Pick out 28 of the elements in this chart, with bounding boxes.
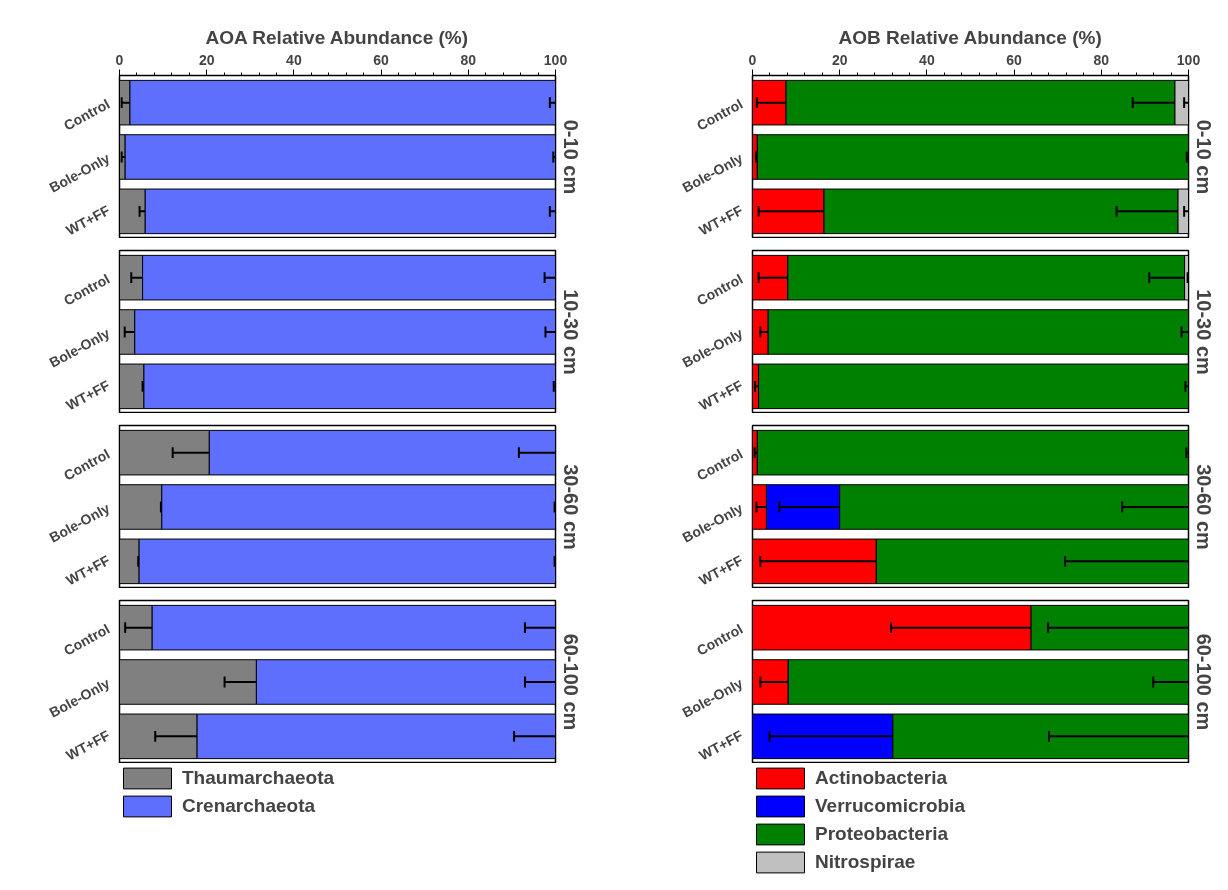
legend-label: Proteobacteria — [815, 822, 949, 846]
x-tick-label: 60 — [1006, 51, 1023, 68]
x-tick-label: 60 — [373, 51, 390, 68]
y2-axis-title: 10-30 cm — [559, 289, 582, 375]
x-tick-label: 80 — [1093, 51, 1110, 68]
x-tick-label: 80 — [460, 51, 477, 68]
legend-label: Crenarchaeota — [182, 794, 316, 818]
x-axis-title: AOB Relative Abundance (%) — [838, 26, 1102, 48]
legend-label: Actinobacteria — [815, 766, 947, 790]
y2-axis-title: 0-10 cm — [559, 119, 582, 195]
y2-axis-title: 60-100 cm — [559, 633, 582, 731]
x-tick-label: 0 — [115, 51, 124, 68]
x-tick-label: 20 — [198, 51, 215, 68]
y2-axis-title: 60-100 cm — [1192, 633, 1215, 731]
x-tick-label: 40 — [286, 51, 302, 68]
legend-label: Nitrospirae — [815, 850, 916, 874]
legend-label: Thaumarchaeota — [182, 766, 335, 790]
x-tick-label: 100 — [543, 51, 568, 68]
legend-label: Verrucomicrobia — [815, 794, 965, 818]
x-tick-label: 20 — [831, 51, 848, 68]
y2-axis-title: 10-30 cm — [1192, 289, 1215, 375]
y2-axis-title: 0-10 cm — [1192, 119, 1215, 195]
x-tick-label: 0 — [748, 51, 757, 68]
x-axis-title: AOA Relative Abundance (%) — [205, 26, 469, 48]
x-tick-label: 40 — [919, 51, 935, 68]
x-tick-label: 100 — [1176, 51, 1201, 68]
y2-axis-title: 30-60 cm — [559, 464, 582, 550]
y2-axis-title: 30-60 cm — [1192, 464, 1215, 550]
